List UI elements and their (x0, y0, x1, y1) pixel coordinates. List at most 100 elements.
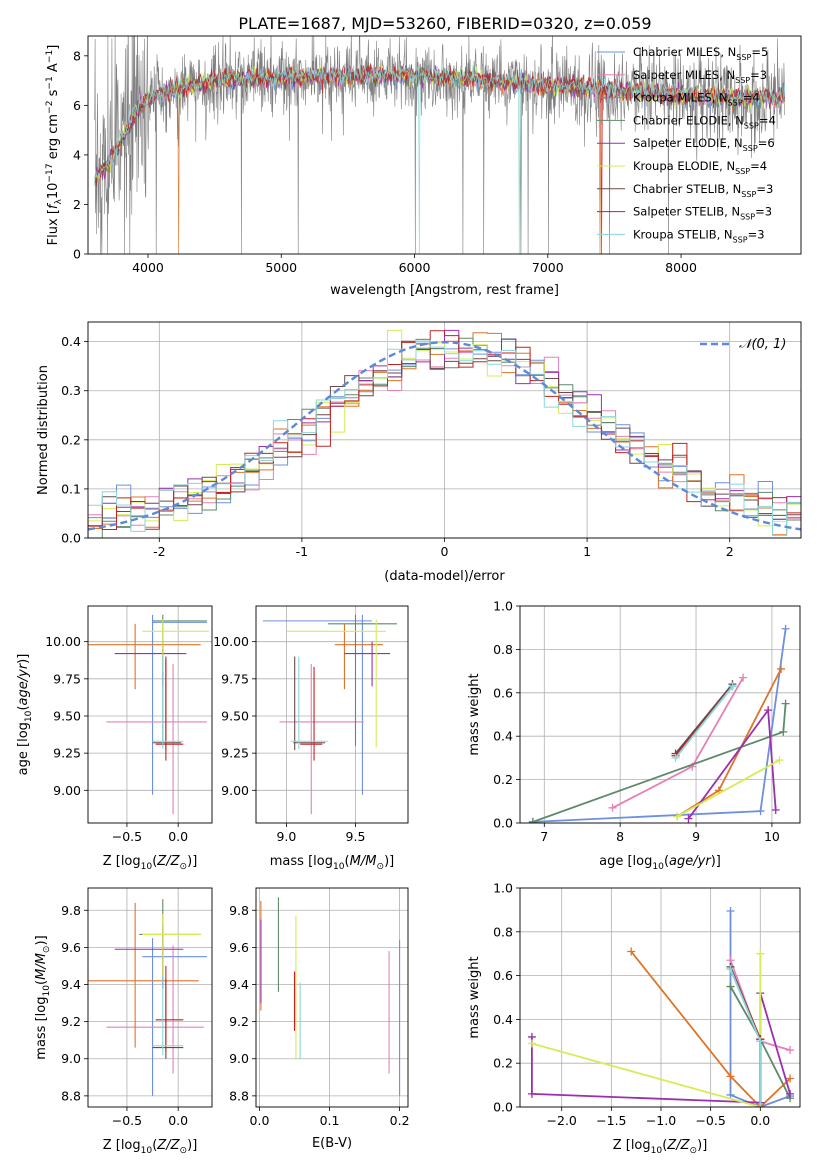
x-axis-label: (data-model)/error (384, 569, 505, 584)
histogram-c8 (88, 339, 801, 536)
x-tick-label: 5000 (265, 260, 297, 275)
error-bars (88, 899, 207, 1096)
x-tick-label: 7 (540, 829, 548, 844)
x-tick-label: −1.0 (646, 1113, 676, 1128)
weight-marker-c0 (726, 906, 735, 915)
y-tick-label: 8.8 (61, 1088, 81, 1103)
axes-frame (87, 35, 802, 255)
y-axis-label: mass weight (467, 956, 482, 1038)
x-tick-label: 8 (616, 829, 624, 844)
y-tick-label: 8 (73, 48, 81, 63)
weight-line-c8 (729, 968, 762, 1107)
x-tick-label: 6000 (399, 260, 431, 275)
x-tick-label: −0.5 (695, 1113, 725, 1128)
y-tick-label: 9.50 (53, 708, 81, 723)
y-axis-label: age [log10(age/yr)] (16, 654, 34, 776)
y-tick-label: 9.00 (221, 783, 249, 798)
axes-frame (87, 321, 802, 539)
x-tick-label: 0.0 (168, 1113, 188, 1128)
y-axis-label: mass [log10(M/M⊙)] (34, 935, 52, 1059)
x-tick-label: -2 (153, 544, 165, 559)
x-tick-label: 9.0 (276, 829, 296, 844)
spectrum-panel: 4000 5000 6000 7000 8000 0 2 4 6 8 wavelength [Ang… (45, 35, 802, 298)
y-axis-label: Normed distribution (36, 365, 51, 495)
weight-marker-c4 (786, 1089, 795, 1098)
y-tick-label: 0.4 (493, 1012, 513, 1027)
weight-line-c8 (674, 685, 734, 759)
x-axis-label: Z [log10(Z/Z⊙)] (103, 1138, 198, 1156)
x-tick-label: 8000 (665, 260, 697, 275)
axes-frame (87, 887, 213, 1108)
weight-series (527, 906, 795, 1107)
y-tick-label: 0.6 (493, 968, 513, 983)
y-axis-label: Flux [fλ10−17 erg cm−2 s−1 A−1] (45, 45, 64, 246)
weight-line-c0 (532, 628, 787, 823)
y-tick-label: 0.2 (493, 772, 513, 787)
x-tick-label: 0 (441, 544, 449, 559)
y-tick-label: 0 (73, 247, 81, 262)
x-tick-label: 0.0 (750, 1113, 770, 1128)
x-tick-label: 2 (726, 544, 734, 559)
error-bars (262, 614, 397, 815)
weight-marker-c4 (771, 805, 780, 814)
x-tick-label: −1.5 (596, 1113, 626, 1128)
weight-marker-c2 (777, 664, 786, 673)
y-tick-label: 9.0 (229, 1051, 249, 1066)
weight-marker-c4 (684, 814, 693, 823)
x-tick-label: 4000 (132, 260, 164, 275)
y-tick-label: 9.8 (229, 903, 249, 918)
y-tick-label: 9.25 (53, 746, 81, 761)
weight-line-c0 (729, 911, 791, 1107)
weight-marker-c4 (764, 706, 773, 715)
legend-label: Salpeter ELODIE, NSSP=6 (633, 136, 775, 153)
y-tick-label: 9.8 (61, 903, 81, 918)
age_mass-panel: 9.0 9.5 9.00 9.25 9.50 9.75 10.00 mass [log10(M… (213, 605, 409, 872)
x-axis-label: mass [log10(M/M⊙)] (270, 854, 394, 872)
y-tick-label: 0.2 (493, 1056, 513, 1071)
weight-marker-c3 (779, 727, 788, 736)
weight-marker-c8 (728, 682, 737, 691)
y-tick-label: 9.50 (221, 708, 249, 723)
y-tick-label: 0.0 (61, 531, 81, 546)
weight-line-c2 (630, 950, 791, 1107)
legend-label: Chabrier MILES, NSSP=5 (633, 45, 768, 62)
legend-label: Kroupa STELIB, NSSP=3 (633, 227, 765, 244)
y-tick-label: 0.4 (61, 334, 81, 349)
weight-marker-c2 (726, 1072, 735, 1081)
x-tick-label: 7000 (532, 260, 564, 275)
weight-marker-c3 (781, 699, 790, 708)
x-tick-label: 0.1 (320, 1113, 340, 1128)
y-tick-label: 0.6 (493, 685, 513, 700)
y-tick-label: 9.00 (53, 783, 81, 798)
weight-marker-c2 (627, 947, 636, 956)
weight-marker-c0 (726, 1090, 735, 1099)
axes-frame (519, 605, 801, 824)
mass_ebv-panel: 0.0 0.1 0.2 8.8 9.0 9.2 9.4 9.6 9.8 E(B-V) (229, 887, 410, 1151)
histograms (88, 329, 801, 538)
weight-line-c6 (729, 966, 762, 1107)
weight-marker-c1 (786, 1046, 795, 1055)
weight-marker-c8 (671, 753, 680, 762)
normal-curve (88, 340, 801, 531)
y-tick-label: 0.8 (493, 642, 513, 657)
y-tick-label: 9.2 (229, 1014, 249, 1029)
y-tick-label: 0.1 (61, 481, 81, 496)
x-tick-label: −0.5 (112, 829, 142, 844)
y-tick-label: 0.3 (61, 383, 81, 398)
weight-series (528, 624, 790, 823)
y-tick-label: 9.6 (61, 940, 81, 955)
weight-marker-c4 (527, 1089, 536, 1098)
x-axis-label: Z [log10(Z/Z⊙)] (103, 854, 198, 872)
weight-marker-c3 (528, 817, 537, 823)
weight-marker-c5 (673, 812, 682, 821)
weight-marker-c0 (781, 624, 790, 633)
axes-frame (255, 887, 409, 1108)
y-tick-label: 0.2 (61, 432, 81, 447)
axes-frame (87, 605, 213, 824)
y-tick-label: 9.25 (221, 746, 249, 761)
x-tick-label: 0.0 (168, 829, 188, 844)
y-tick-label: 0.0 (493, 816, 513, 831)
legend-label: Kroupa MILES, NSSP=4 (633, 91, 760, 108)
weight-marker-c1 (739, 673, 748, 682)
